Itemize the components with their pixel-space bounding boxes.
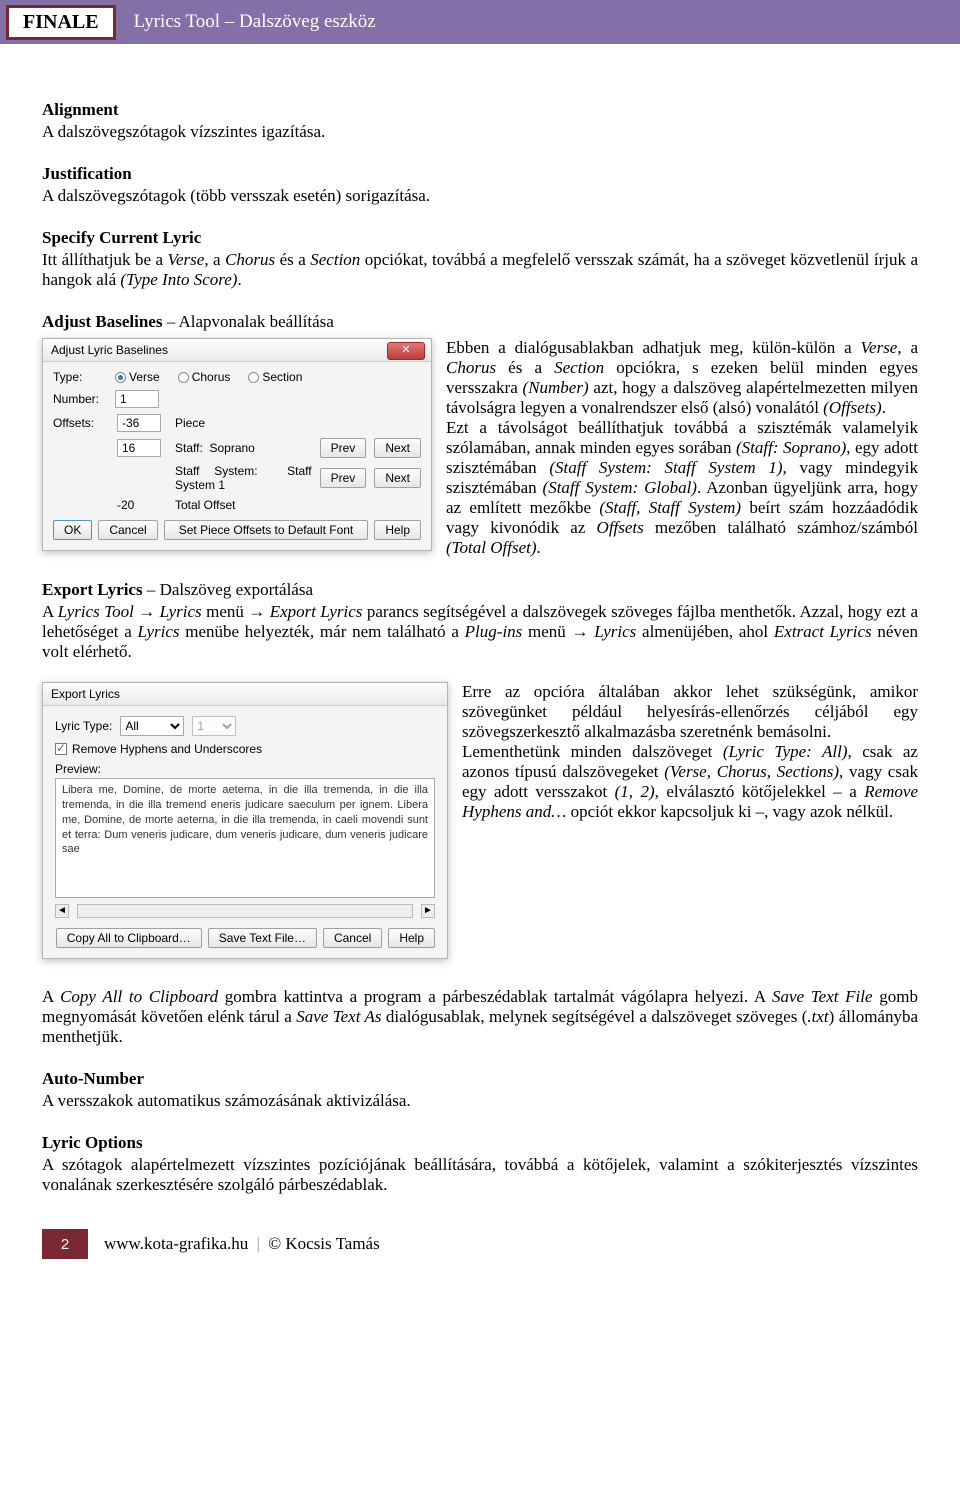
close-icon[interactable]: ✕: [387, 342, 425, 360]
page-number: 2: [42, 1229, 88, 1259]
scroll-right-icon[interactable]: ►: [421, 904, 435, 918]
copy-clipboard-button[interactable]: Copy All to Clipboard…: [56, 928, 202, 948]
horizontal-scrollbar[interactable]: ◄ ►: [55, 904, 435, 918]
dialog-title: Adjust Lyric Baselines: [51, 343, 168, 357]
lyricopt-text: A szótagok alapértelmezett vízszintes po…: [42, 1155, 918, 1195]
lyric-type-label: Lyric Type:: [55, 719, 112, 733]
scroll-left-icon[interactable]: ◄: [55, 904, 69, 918]
staff-name: Soprano: [209, 441, 254, 455]
help-button[interactable]: Help: [374, 520, 421, 540]
cancel-button[interactable]: Cancel: [98, 520, 157, 540]
header-bar: FINALE Lyrics Tool – Dalszöveg eszköz: [0, 0, 960, 44]
piece-offset-input[interactable]: [117, 414, 161, 432]
total-offset-label: Total Offset: [175, 498, 421, 512]
save-text-file-button[interactable]: Save Text File…: [208, 928, 317, 948]
footer-site: www.kota-grafika.hu: [104, 1234, 248, 1253]
adjust-title: Adjust Baselines – Alapvonalak beállítás…: [42, 312, 918, 332]
radio-chorus[interactable]: Chorus: [178, 370, 231, 384]
ok-button[interactable]: OK: [53, 520, 92, 540]
radio-verse[interactable]: Verse: [115, 370, 160, 384]
justification-text: A dalszövegszótagok (több versszak eseté…: [42, 186, 918, 206]
remove-hyphens-checkbox[interactable]: [55, 743, 67, 755]
lyric-type-select[interactable]: All: [120, 716, 184, 736]
footer: 2 www.kota-grafika.hu | © Kocsis Tamás: [0, 1229, 960, 1259]
justification-title: Justification: [42, 164, 918, 184]
alignment-text: A dalszövegszótagok vízszintes igazítása…: [42, 122, 918, 142]
header-title: Lyrics Tool – Dalszöveg eszköz: [134, 11, 376, 33]
adjust-baselines-dialog: Adjust Lyric Baselines ✕ Type: Verse Cho…: [42, 338, 432, 551]
export-intro: A Lyrics Tool → Lyrics menü → Export Lyr…: [42, 602, 918, 662]
preview-label: Preview:: [55, 762, 435, 776]
export-lyrics-dialog: Export Lyrics Lyric Type: All 1 Remove H…: [42, 682, 448, 959]
help-button[interactable]: Help: [388, 928, 435, 948]
autonum-title: Auto-Number: [42, 1069, 918, 1089]
lyricopt-title: Lyric Options: [42, 1133, 918, 1153]
dialog-title: Export Lyrics: [51, 687, 120, 701]
autonum-text: A versszakok automatikus számozásának ak…: [42, 1091, 918, 1111]
type-label: Type:: [53, 370, 107, 384]
offsets-label: Offsets:: [53, 416, 109, 430]
preview-textarea[interactable]: Libera me, Domine, de morte aeterna, in …: [55, 778, 435, 898]
ss-prev-button[interactable]: Prev: [320, 468, 367, 488]
page-content: Alignment A dalszövegszótagok vízszintes…: [0, 44, 960, 1195]
number-input[interactable]: [115, 390, 159, 408]
footer-sep: |: [257, 1234, 260, 1253]
alignment-title: Alignment: [42, 100, 918, 120]
remove-hyphens-label: Remove Hyphens and Underscores: [72, 742, 262, 756]
ss-label: Staff System:: [175, 464, 258, 478]
lyric-num-select[interactable]: 1: [192, 716, 236, 736]
ss-next-button[interactable]: Next: [374, 468, 421, 488]
number-label: Number:: [53, 392, 107, 406]
set-default-button[interactable]: Set Piece Offsets to Default Font: [164, 520, 369, 540]
specify-text: Itt állíthatjuk be a Verse, a Chorus és …: [42, 250, 918, 290]
staff-prev-button[interactable]: Prev: [320, 438, 367, 458]
cancel-button[interactable]: Cancel: [323, 928, 382, 948]
export-after-text: A Copy All to Clipboard gombra kattintva…: [42, 987, 918, 1047]
header-badge: FINALE: [6, 5, 116, 40]
dialog-titlebar: Export Lyrics: [43, 683, 447, 706]
radio-section[interactable]: Section: [248, 370, 302, 384]
footer-copyright: © Kocsis Tamás: [268, 1234, 380, 1253]
dialog-titlebar: Adjust Lyric Baselines ✕: [43, 339, 431, 362]
staff-label: Staff:: [175, 441, 203, 455]
staff-offset-input[interactable]: [117, 439, 161, 457]
specify-title: Specify Current Lyric: [42, 228, 918, 248]
piece-label: Piece: [175, 416, 421, 430]
export-title-line: Export Lyrics – Dalszöveg exportálása: [42, 580, 918, 600]
staff-next-button[interactable]: Next: [374, 438, 421, 458]
total-offset-value: -20: [117, 498, 167, 512]
